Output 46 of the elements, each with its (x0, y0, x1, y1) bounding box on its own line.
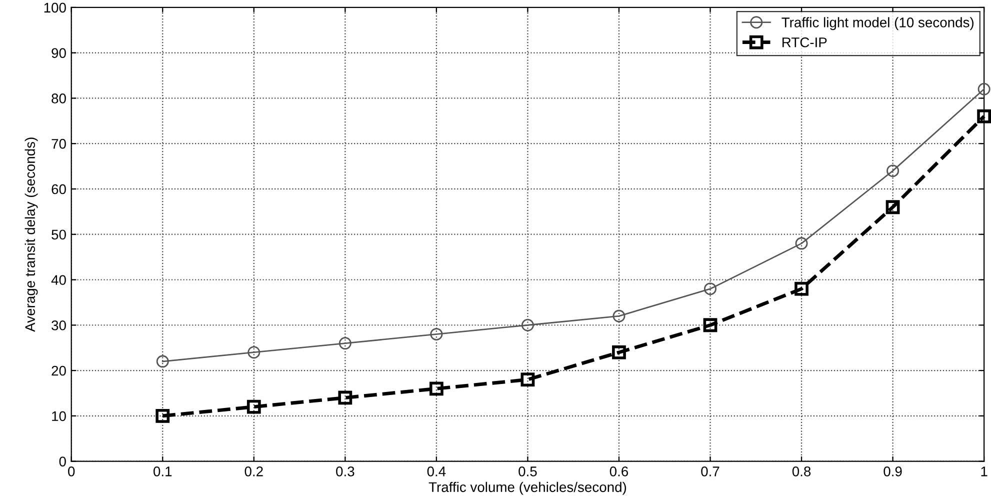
y-tick-label: 70 (52, 138, 66, 149)
point (429, 382, 444, 396)
point (704, 282, 716, 296)
x-tick-label: 0.8 (792, 466, 811, 476)
legend-label: RTC-IP (782, 37, 827, 48)
y-tick-label: 50 (52, 230, 66, 240)
x-tick-label: 0.1 (154, 466, 172, 476)
x-tick-label: 0.9 (884, 466, 902, 476)
x-axis-title: Traffic volume (vehicles/second) (428, 482, 626, 495)
x-tick-label: 0.2 (244, 466, 263, 476)
point (978, 82, 990, 96)
legend-label: Traffic light model (10 seconds) (782, 17, 974, 30)
point (156, 355, 169, 368)
x-tick-label: 0.3 (336, 466, 354, 476)
y-axis-title: Average transit delay (seconds) (24, 138, 38, 332)
x-tick-label: 0.4 (427, 466, 446, 476)
point (795, 237, 808, 250)
y-tick-label: 0 (59, 456, 66, 466)
point (520, 372, 535, 387)
y-tick-label: 60 (52, 184, 66, 194)
point (248, 346, 260, 359)
point (430, 328, 443, 340)
x-tick-label: 0.7 (701, 466, 720, 476)
point (977, 109, 991, 124)
point (338, 390, 352, 405)
y-tick-label: 20 (52, 366, 66, 376)
x-tick-label: 1 (981, 466, 988, 476)
point (612, 310, 626, 322)
point (703, 318, 718, 332)
point (794, 282, 808, 296)
x-tick-label: 0 (68, 466, 75, 476)
point (612, 345, 626, 360)
point (521, 318, 534, 332)
y-tick-label: 80 (52, 94, 66, 104)
x-tick-label: 0.6 (610, 466, 628, 476)
y-tick-label: 40 (51, 275, 66, 285)
point (338, 337, 352, 350)
x-tick-label: 0.5 (518, 466, 537, 476)
point (886, 200, 900, 214)
point (886, 164, 900, 178)
y-tick-label: 90 (52, 48, 66, 58)
point (156, 408, 170, 423)
y-tick-label: 30 (52, 320, 66, 330)
y-tick-label: 10 (52, 411, 66, 422)
point (246, 400, 261, 414)
y-tick-label: 100 (44, 2, 66, 13)
